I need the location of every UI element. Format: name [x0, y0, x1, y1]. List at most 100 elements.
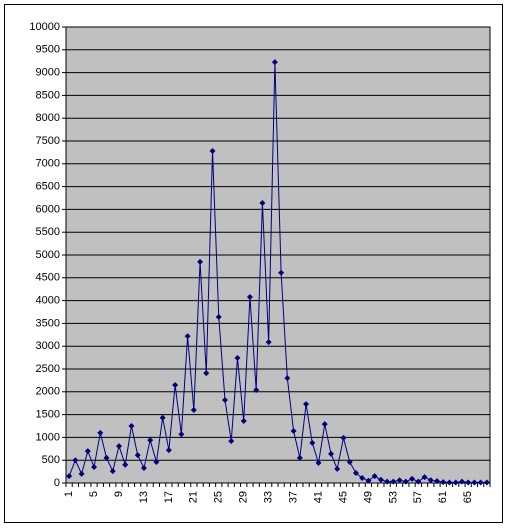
data-point	[371, 473, 378, 480]
data-point	[384, 478, 391, 485]
data-point	[72, 457, 79, 464]
x-tick-label: 45	[337, 491, 349, 503]
data-point	[228, 438, 235, 445]
data-point	[159, 414, 166, 421]
x-tick-label: 61	[437, 491, 449, 503]
data-point	[446, 479, 453, 486]
data-point	[477, 479, 484, 486]
data-point	[66, 473, 73, 480]
data-point	[321, 421, 328, 428]
data-point	[240, 417, 247, 424]
y-tick-label: 3000	[36, 340, 60, 352]
data-point	[434, 478, 440, 485]
x-tick-label: 33	[263, 491, 275, 503]
data-point	[78, 470, 85, 477]
x-tick-label: 57	[412, 491, 424, 503]
y-tick-label: 9000	[36, 67, 60, 79]
data-point	[246, 293, 253, 300]
y-tick-label: 5000	[36, 249, 60, 261]
y-tick-label: 6500	[36, 181, 60, 193]
x-tick-label: 41	[312, 491, 324, 503]
data-point	[278, 269, 285, 276]
data-point	[84, 448, 91, 455]
data-point	[215, 314, 222, 321]
data-point	[328, 450, 334, 457]
data-point	[134, 452, 141, 459]
data-point	[222, 397, 228, 404]
x-tick-label: 49	[362, 491, 374, 503]
data-point	[415, 478, 422, 485]
data-point	[483, 479, 490, 486]
y-tick-label: 4500	[36, 272, 60, 284]
data-point	[109, 468, 116, 475]
y-tick-label: 2000	[36, 386, 60, 398]
y-tick-label: 5500	[36, 226, 60, 238]
data-point	[209, 148, 216, 155]
data-point	[234, 355, 241, 362]
x-tick-label: 9	[113, 491, 125, 497]
data-point	[365, 477, 372, 484]
data-point	[402, 478, 409, 485]
data-point	[421, 474, 428, 481]
data-point	[334, 465, 341, 472]
data-point	[458, 478, 465, 485]
data-point	[97, 429, 104, 436]
data-point	[271, 59, 278, 66]
data-point	[147, 437, 154, 444]
y-tick-label: 8000	[36, 112, 60, 124]
data-point	[172, 381, 179, 388]
data-point	[346, 459, 353, 466]
data-point	[122, 461, 129, 468]
x-tick-label: 21	[188, 491, 200, 503]
y-tick-label: 1500	[36, 409, 60, 421]
data-point	[253, 386, 260, 393]
data-point	[197, 258, 204, 265]
y-tick-label: 8500	[36, 89, 60, 101]
data-point	[165, 447, 172, 454]
data-point	[452, 479, 459, 486]
x-tick-label: 1	[63, 491, 75, 497]
data-point	[190, 407, 197, 414]
data-point	[352, 469, 359, 476]
y-tick-label: 3500	[36, 317, 60, 329]
y-tick-label: 0	[54, 477, 60, 489]
data-point	[265, 339, 272, 346]
data-point	[340, 434, 347, 441]
y-tick-label: 7000	[36, 158, 60, 170]
data-point	[390, 478, 397, 485]
y-tick-label: 7500	[36, 135, 60, 147]
x-tick-label: 5	[88, 491, 100, 497]
y-tick-label: 4000	[36, 295, 60, 307]
data-point	[465, 479, 472, 486]
data-point	[296, 454, 303, 461]
data-point	[396, 477, 403, 484]
data-point	[140, 464, 147, 471]
y-tick-label: 9500	[36, 44, 60, 56]
data-point	[409, 475, 416, 482]
y-tick-label: 500	[42, 454, 60, 466]
data-point	[103, 454, 110, 461]
data-point	[116, 443, 122, 450]
y-tick-label: 2500	[36, 363, 60, 375]
data-point	[290, 428, 297, 435]
data-point	[184, 333, 191, 340]
data-point	[153, 459, 160, 466]
x-tick-label: 37	[287, 491, 299, 503]
data-point	[303, 401, 310, 408]
y-tick-label: 1000	[36, 431, 60, 443]
x-tick-label: 29	[238, 491, 250, 503]
y-tick-label: 10000	[29, 21, 60, 33]
data-point	[309, 439, 316, 446]
data-point	[91, 464, 98, 471]
x-tick-label: 65	[462, 491, 474, 503]
data-point	[128, 423, 135, 429]
data-point	[315, 459, 322, 466]
data-point	[259, 200, 266, 207]
y-tick-label: 6000	[36, 203, 60, 215]
data-point	[359, 474, 366, 481]
data-point	[427, 477, 434, 484]
data-point	[440, 479, 447, 486]
data-point	[471, 479, 478, 486]
data-point	[203, 370, 210, 377]
